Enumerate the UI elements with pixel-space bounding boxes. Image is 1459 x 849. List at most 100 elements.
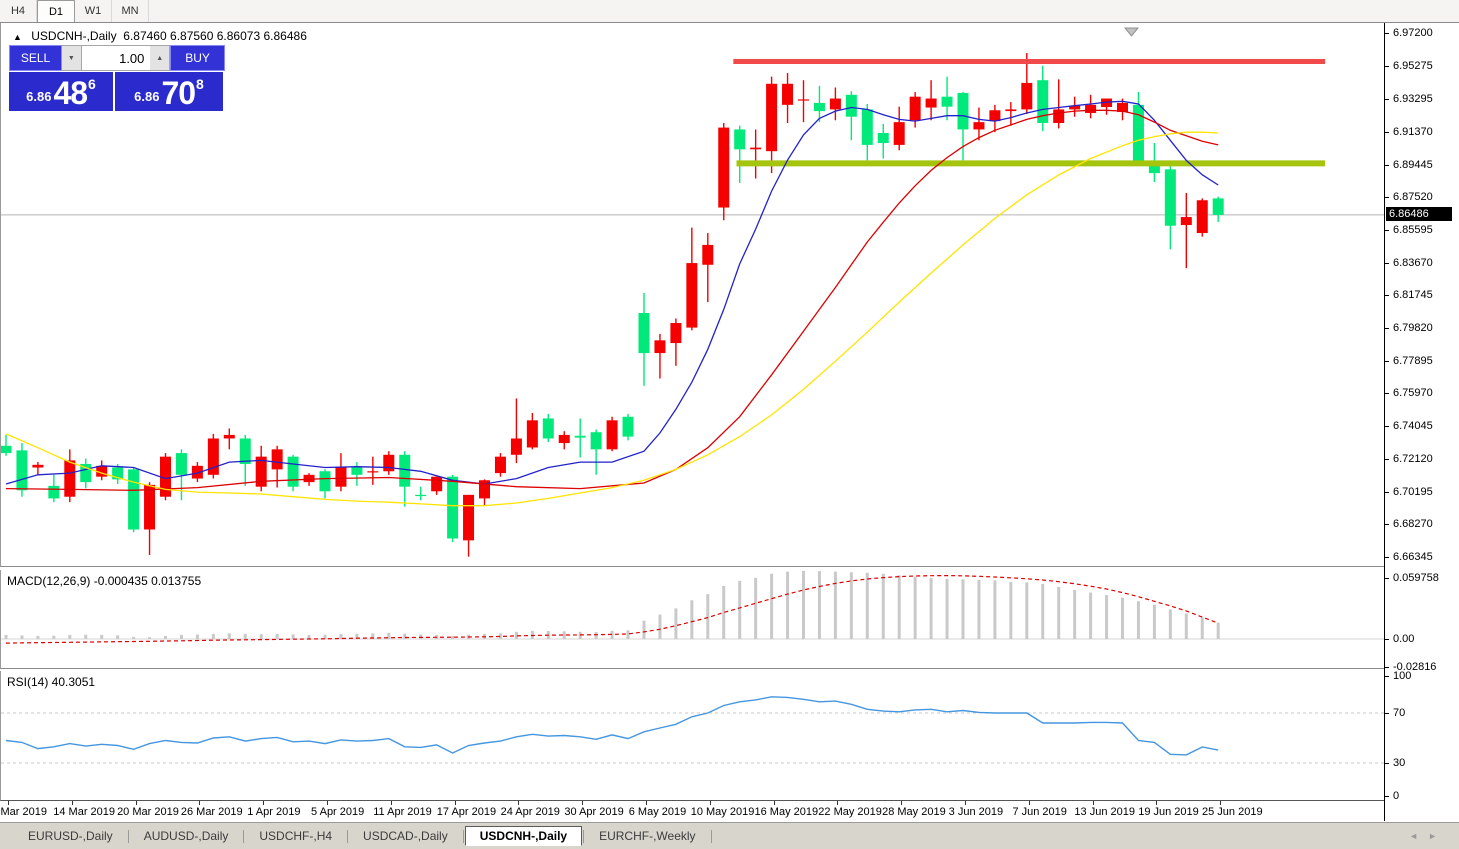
candle xyxy=(175,449,187,501)
candle xyxy=(96,460,108,481)
candle xyxy=(335,453,347,492)
candle xyxy=(750,129,762,179)
candle xyxy=(48,474,60,503)
candle xyxy=(909,92,921,128)
candle xyxy=(463,494,475,557)
rsi-axis-label: 100 xyxy=(1393,670,1412,682)
date-axis-label: 16 May 2019 xyxy=(754,806,819,818)
buy-button[interactable]: BUY xyxy=(170,45,226,71)
price-chart-pane: ▲ USDCNH-,Daily 6.87460 6.87560 6.86073 … xyxy=(0,23,1385,567)
macd-axis-label: -0.02816 xyxy=(1393,661,1437,673)
price-axis-label: 6.87520 xyxy=(1393,191,1433,204)
chart-shift-marker-icon[interactable] xyxy=(1123,27,1140,37)
tab-separator xyxy=(462,829,464,843)
timeframe-button-d1[interactable]: D1 xyxy=(37,0,75,22)
tab-scroll-right-icon[interactable]: ► xyxy=(1428,831,1447,841)
candle xyxy=(654,333,666,379)
buy-price-box[interactable]: 6.86 70 8 xyxy=(115,72,223,111)
candle xyxy=(1037,65,1049,132)
date-axis-label: 17 Apr 2019 xyxy=(436,806,497,818)
rsi-label: RSI(14) 40.3051 xyxy=(7,675,96,689)
candle xyxy=(718,122,730,221)
sell-button[interactable]: SELL xyxy=(9,45,62,71)
one-click-collapse-icon[interactable]: ▲ xyxy=(13,32,22,42)
candle xyxy=(239,434,251,486)
candle xyxy=(989,104,1001,133)
candle xyxy=(606,416,618,452)
candle xyxy=(1005,102,1017,126)
date-axis-label: 7 Jun 2019 xyxy=(1012,806,1067,818)
candle xyxy=(861,103,873,161)
date-axis-label: 28 May 2019 xyxy=(882,806,946,818)
timeframe-toolbar: H4 D1 W1 MN xyxy=(0,0,1459,23)
date-axis-label: 19 Jun 2019 xyxy=(1138,806,1199,818)
candle xyxy=(782,73,794,123)
candle xyxy=(144,482,156,555)
candle xyxy=(510,398,522,464)
volume-increase-button[interactable]: ▲ xyxy=(150,45,171,71)
rsi-axis-label: 30 xyxy=(1393,757,1406,769)
tab-eurchf-weekly[interactable]: EURCHF-,Weekly xyxy=(599,829,696,843)
tab-separator xyxy=(583,829,585,843)
rsi-chart-canvas[interactable] xyxy=(1,671,1385,800)
tab-audusd-daily[interactable]: AUDUSD-,Daily xyxy=(143,829,229,843)
rsi-line xyxy=(5,696,1219,756)
date-axis-label: 24 Apr 2019 xyxy=(500,806,560,818)
buy-price-prefix: 6.86 xyxy=(134,89,160,104)
current-price-badge: 6.86486 xyxy=(1386,206,1452,221)
price-axis: 6.97200 6.95275 6.93295 6.91370 6.89445 6.875… xyxy=(1384,23,1459,821)
candle xyxy=(431,476,443,495)
date-axis-label: 13 Jun 2019 xyxy=(1074,806,1135,818)
candle xyxy=(287,454,299,492)
candle xyxy=(957,92,969,161)
tab-scroll-left-icon[interactable]: ◄ xyxy=(1409,831,1429,841)
candle xyxy=(1196,198,1208,237)
date-axis-label: 20 Mar 2019 xyxy=(117,806,179,818)
candle xyxy=(590,429,602,475)
price-axis-label: 6.85595 xyxy=(1393,224,1433,237)
candle xyxy=(813,85,825,123)
price-axis-label: 6.70195 xyxy=(1393,485,1433,498)
candle xyxy=(877,123,889,159)
candle xyxy=(925,80,937,121)
price-chart-canvas[interactable] xyxy=(1,23,1385,566)
tab-eurusd-daily[interactable]: EURUSD-,Daily xyxy=(28,829,113,843)
candle xyxy=(574,418,586,458)
macd-chart-canvas[interactable] xyxy=(1,570,1385,668)
tab-usdcad-daily[interactable]: USDCAD-,Daily xyxy=(363,829,448,843)
candle xyxy=(1069,96,1081,117)
sell-price-box[interactable]: 6.86 48 6 xyxy=(9,72,113,111)
candle xyxy=(191,462,203,483)
date-axis-label: 8 Mar 2019 xyxy=(0,806,47,818)
timeframe-button-h4[interactable]: H4 xyxy=(0,0,37,22)
timeframe-button-mn[interactable]: MN xyxy=(112,0,149,22)
candle xyxy=(447,474,459,543)
timeframe-button-w1[interactable]: W1 xyxy=(75,0,112,22)
candle xyxy=(893,106,905,151)
volume-input[interactable]: 1.00 xyxy=(81,45,151,71)
price-axis-label: 6.89445 xyxy=(1393,158,1433,171)
candle xyxy=(622,413,634,441)
candle xyxy=(367,456,379,485)
candle xyxy=(702,233,714,303)
tab-usdchf-h4[interactable]: USDCHF-,H4 xyxy=(259,829,333,843)
macd-axis-label: 0.00 xyxy=(1393,633,1415,645)
candle xyxy=(255,445,267,492)
candle xyxy=(32,462,44,475)
tab-separator xyxy=(347,829,349,843)
tab-usdcnh-daily[interactable]: USDCNH-,Daily xyxy=(464,826,583,846)
candle xyxy=(766,76,778,174)
candle xyxy=(1053,79,1065,129)
candle xyxy=(941,76,953,121)
candle xyxy=(558,431,570,450)
ma-fast-blue xyxy=(5,100,1219,485)
date-axis-label: 22 May 2019 xyxy=(818,806,882,818)
candle xyxy=(670,318,682,366)
price-axis-label: 6.66345 xyxy=(1393,550,1433,563)
candle xyxy=(415,486,427,501)
candle xyxy=(1,434,12,456)
ohlc-open: 6.87460 xyxy=(123,29,167,43)
macd-axis-label: 0.059758 xyxy=(1393,572,1439,585)
volume-decrease-button[interactable]: ▼ xyxy=(62,45,82,71)
